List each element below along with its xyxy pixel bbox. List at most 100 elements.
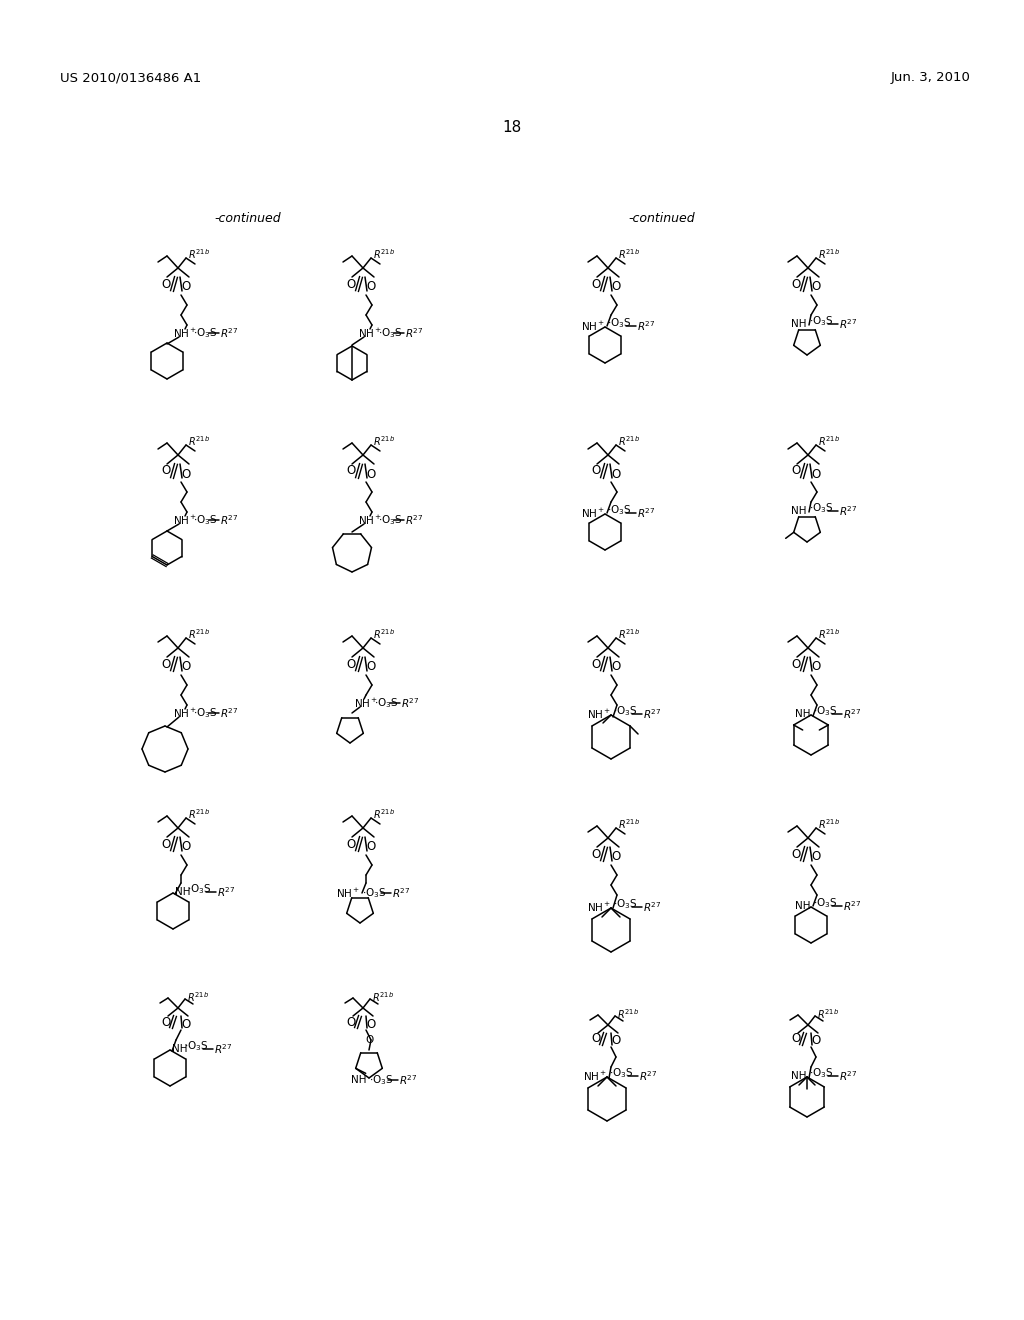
Text: O: O [792, 1032, 801, 1045]
Text: $\mathdefault{NH}^+$: $\mathdefault{NH}^+$ [173, 513, 197, 527]
Text: $R^{21b}$: $R^{21b}$ [818, 817, 841, 830]
Text: NH: NH [796, 902, 811, 911]
Text: NH: NH [792, 506, 807, 516]
Text: $R^{27}$: $R^{27}$ [637, 506, 655, 520]
Text: $\cdot$O$_3$S: $\cdot$O$_3$S [613, 704, 638, 718]
Text: O: O [162, 657, 171, 671]
Text: $R^{27}$: $R^{27}$ [843, 708, 861, 721]
Text: O: O [592, 657, 601, 671]
Text: O: O [181, 281, 190, 293]
Text: $\cdot$O$_3$S: $\cdot$O$_3$S [193, 513, 217, 527]
Text: $R^{27}$: $R^{27}$ [399, 1073, 418, 1086]
Text: $R^{21b}$: $R^{21b}$ [818, 627, 841, 642]
Text: $R^{27}$: $R^{27}$ [643, 900, 662, 913]
Text: $R^{27}$: $R^{27}$ [217, 886, 236, 899]
Text: $R^{27}$: $R^{27}$ [406, 513, 424, 527]
Text: $R^{21b}$: $R^{21b}$ [188, 247, 210, 261]
Text: $\cdot$O$_3$S: $\cdot$O$_3$S [369, 1073, 393, 1086]
Text: $R^{27}$: $R^{27}$ [843, 899, 861, 913]
Text: $\cdot$O$_3$S: $\cdot$O$_3$S [193, 326, 217, 339]
Text: $\cdot$O$_3$S: $\cdot$O$_3$S [609, 1067, 634, 1080]
Text: $R^{27}$: $R^{27}$ [839, 504, 857, 517]
Text: Jun. 3, 2010: Jun. 3, 2010 [890, 71, 970, 84]
Text: $R^{21b}$: $R^{21b}$ [188, 434, 210, 447]
Text: O: O [181, 660, 190, 673]
Text: O: O [367, 1018, 376, 1031]
Text: $\mathdefault{NH}^+$: $\mathdefault{NH}^+$ [354, 697, 378, 710]
Text: $\cdot$O$_3$S: $\cdot$O$_3$S [607, 503, 632, 517]
Text: O: O [792, 465, 801, 478]
Text: $R^{27}$: $R^{27}$ [220, 326, 239, 339]
Text: O: O [592, 465, 601, 478]
Text: O: O [611, 660, 621, 673]
Text: $R^{21b}$: $R^{21b}$ [188, 807, 210, 821]
Text: NH: NH [796, 709, 811, 719]
Text: O: O [346, 1015, 355, 1028]
Text: $R^{21b}$: $R^{21b}$ [818, 434, 841, 447]
Text: O: O [592, 277, 601, 290]
Text: $R^{21b}$: $R^{21b}$ [372, 990, 394, 1005]
Text: $\cdot$O$_3$S: $\cdot$O$_3$S [813, 704, 838, 718]
Text: O: O [367, 660, 376, 673]
Text: $\mathdefault{NH}^+$: $\mathdefault{NH}^+$ [336, 887, 360, 899]
Text: O: O [611, 1035, 621, 1048]
Text: $R^{27}$: $R^{27}$ [220, 706, 239, 719]
Text: NH: NH [792, 319, 807, 329]
Text: O: O [162, 837, 171, 850]
Text: NH: NH [351, 1074, 367, 1085]
Text: $R^{21b}$: $R^{21b}$ [188, 627, 210, 642]
Text: O: O [346, 837, 355, 850]
Text: $R^{21b}$: $R^{21b}$ [817, 1007, 840, 1020]
Text: $\cdot$O$_3$S: $\cdot$O$_3$S [374, 696, 398, 710]
Text: O: O [811, 281, 820, 293]
Text: $\mathdefault{NH}^+$: $\mathdefault{NH}^+$ [581, 319, 605, 333]
Text: -continued: -continued [215, 211, 282, 224]
Text: O: O [611, 467, 621, 480]
Text: O: O [346, 277, 355, 290]
Text: $R^{21b}$: $R^{21b}$ [373, 247, 395, 261]
Text: O: O [346, 657, 355, 671]
Text: O: O [611, 281, 621, 293]
Text: $R^{21b}$: $R^{21b}$ [618, 817, 640, 830]
Text: $\cdot$O$_3$S: $\cdot$O$_3$S [184, 1039, 209, 1053]
Text: $R^{21b}$: $R^{21b}$ [373, 434, 395, 447]
Text: US 2010/0136486 A1: US 2010/0136486 A1 [60, 71, 202, 84]
Text: $R^{27}$: $R^{27}$ [214, 1041, 232, 1056]
Text: O: O [811, 850, 820, 863]
Text: $R^{27}$: $R^{27}$ [392, 886, 411, 900]
Text: O: O [181, 467, 190, 480]
Text: O: O [792, 277, 801, 290]
Text: O: O [792, 657, 801, 671]
Text: O: O [162, 465, 171, 478]
Text: $R^{21b}$: $R^{21b}$ [618, 247, 640, 261]
Text: $\cdot$O$_3$S: $\cdot$O$_3$S [193, 706, 217, 719]
Text: $R^{27}$: $R^{27}$ [637, 319, 655, 333]
Text: O: O [181, 1018, 190, 1031]
Text: $\cdot$O$_3$S: $\cdot$O$_3$S [378, 513, 402, 527]
Text: O: O [792, 847, 801, 861]
Text: $\cdot$O$_3$S: $\cdot$O$_3$S [813, 896, 838, 909]
Text: $\mathdefault{NH}^+$: $\mathdefault{NH}^+$ [173, 706, 197, 719]
Text: O: O [346, 465, 355, 478]
Text: O: O [181, 841, 190, 854]
Text: $\cdot$O$_3$S: $\cdot$O$_3$S [362, 886, 386, 900]
Text: O: O [367, 281, 376, 293]
Text: O: O [365, 1035, 373, 1045]
Text: -continued: -continued [629, 211, 695, 224]
Text: $R^{21b}$: $R^{21b}$ [818, 247, 841, 261]
Text: $\cdot$O$_3$S: $\cdot$O$_3$S [187, 882, 212, 896]
Text: O: O [811, 1035, 820, 1048]
Text: $\mathdefault{NH}^+$: $\mathdefault{NH}^+$ [583, 1069, 607, 1082]
Text: $R^{27}$: $R^{27}$ [839, 1069, 857, 1082]
Text: $R^{21b}$: $R^{21b}$ [373, 627, 395, 642]
Text: $\mathdefault{NH}^+$: $\mathdefault{NH}^+$ [587, 708, 611, 721]
Text: O: O [367, 467, 376, 480]
Text: $R^{21b}$: $R^{21b}$ [618, 627, 640, 642]
Text: $R^{27}$: $R^{27}$ [639, 1069, 657, 1082]
Text: $\cdot$O$_3$S: $\cdot$O$_3$S [378, 326, 402, 339]
Text: $\mathdefault{NH}^+$: $\mathdefault{NH}^+$ [581, 507, 605, 520]
Text: $R^{27}$: $R^{27}$ [220, 513, 239, 527]
Text: $\cdot$O$_3$S: $\cdot$O$_3$S [809, 314, 834, 327]
Text: 18: 18 [503, 120, 521, 136]
Text: $R^{21b}$: $R^{21b}$ [187, 990, 209, 1005]
